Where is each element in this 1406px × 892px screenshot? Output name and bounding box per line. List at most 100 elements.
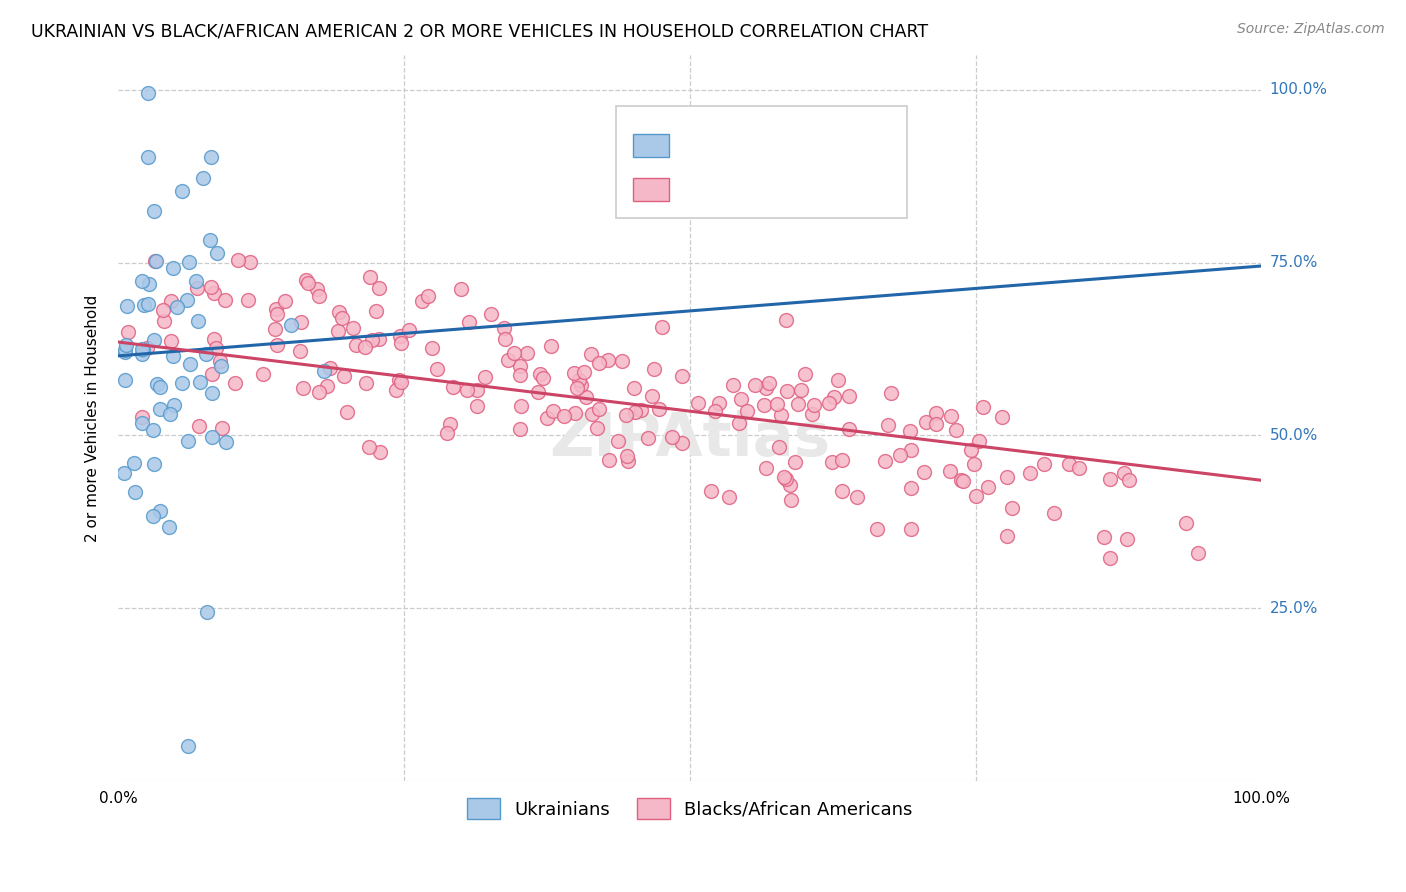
Point [131, 409, 153, 424]
Point [176, 293, 198, 307]
Point [540, 339, 562, 353]
Point [744, 378, 766, 392]
Point [188, 375, 211, 389]
Point [1175, 516, 1198, 531]
Point [496, 352, 519, 367]
Point [562, 366, 585, 380]
Point [389, 375, 412, 389]
Point [143, 253, 166, 268]
Point [135, 341, 157, 355]
Point [900, 522, 922, 536]
Point [163, 398, 186, 412]
Point [915, 415, 938, 429]
Point [820, 455, 842, 469]
Point [122, 456, 145, 470]
Point [422, 341, 444, 355]
Point [596, 353, 619, 368]
Point [356, 376, 378, 391]
Point [959, 443, 981, 458]
Point [510, 399, 533, 413]
Point [117, 325, 139, 339]
Point [160, 294, 183, 309]
Point [194, 347, 217, 361]
Point [214, 293, 236, 307]
Point [610, 354, 633, 368]
Point [565, 381, 588, 395]
Point [439, 417, 461, 431]
Point [354, 340, 377, 354]
Point [131, 347, 153, 361]
Point [359, 270, 381, 285]
Point [142, 457, 165, 471]
Point [398, 323, 420, 337]
Bar [633, 178, 669, 201]
Point [588, 356, 610, 370]
Point [266, 307, 288, 321]
Point [411, 294, 433, 309]
Point [775, 472, 797, 486]
Point [187, 313, 209, 327]
Point [204, 341, 226, 355]
Point [136, 87, 159, 101]
Point [574, 365, 596, 379]
Point [671, 436, 693, 450]
Point [344, 338, 367, 352]
Point [200, 233, 222, 247]
Text: R =: R = [683, 180, 716, 198]
Point [436, 425, 458, 440]
Point [686, 396, 709, 410]
FancyBboxPatch shape [616, 106, 907, 219]
Point [1057, 457, 1080, 471]
Point [238, 293, 260, 307]
Text: Source: ZipAtlas.com: Source: ZipAtlas.com [1237, 22, 1385, 37]
Point [651, 320, 673, 334]
Point [671, 368, 693, 383]
Point [132, 298, 155, 312]
Point [159, 408, 181, 422]
Point [800, 407, 823, 421]
Point [264, 322, 287, 336]
Point [838, 422, 860, 436]
Legend: Ukrainians, Blacks/African Americans: Ukrainians, Blacks/African Americans [460, 791, 920, 826]
Point [1069, 461, 1091, 475]
Text: 199: 199 [851, 180, 889, 198]
Text: -0.784: -0.784 [731, 180, 796, 198]
Text: ZIPAtlas: ZIPAtlas [550, 410, 831, 469]
Point [202, 285, 225, 300]
Point [770, 408, 793, 422]
Point [294, 273, 316, 287]
Point [297, 276, 319, 290]
Point [624, 405, 647, 419]
Point [149, 380, 172, 394]
Point [458, 315, 481, 329]
Point [264, 301, 287, 316]
Point [579, 347, 602, 361]
Point [143, 333, 166, 347]
Point [575, 390, 598, 404]
Point [319, 360, 342, 375]
Point [730, 392, 752, 406]
Point [640, 389, 662, 403]
Point [527, 385, 550, 400]
Point [995, 528, 1018, 542]
Point [114, 373, 136, 387]
Point [366, 304, 388, 318]
Point [648, 402, 671, 417]
Point [191, 170, 214, 185]
Point [623, 381, 645, 395]
Point [630, 403, 652, 417]
Point [252, 368, 274, 382]
Text: 56: 56 [851, 136, 876, 155]
Point [755, 461, 778, 475]
Point [765, 397, 787, 411]
Y-axis label: 2 or more Vehicles in Household: 2 or more Vehicles in Household [86, 294, 100, 541]
Point [818, 396, 841, 410]
Point [900, 482, 922, 496]
Point [494, 333, 516, 347]
Point [1187, 546, 1209, 560]
Point [328, 305, 350, 319]
Point [617, 453, 640, 467]
Text: UKRAINIAN VS BLACK/AFRICAN AMERICAN 2 OR MORE VEHICLES IN HOUSEHOLD CORRELATION : UKRAINIAN VS BLACK/AFRICAN AMERICAN 2 OR… [31, 22, 928, 40]
Point [779, 492, 801, 507]
Bar [633, 135, 669, 158]
